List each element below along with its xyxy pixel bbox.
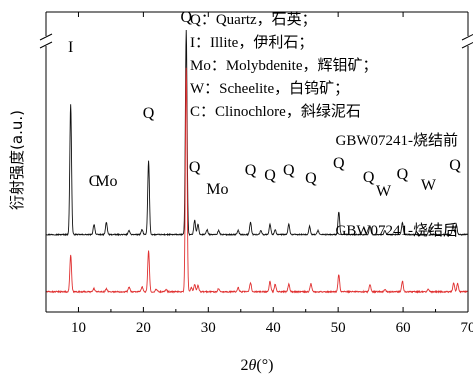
legend-entry-mo: Mo：Molybdenite，辉钼矿； [190,57,378,74]
peak-label: W [376,183,392,200]
series-label-after-sintering: GBW07241-烧结后 [336,222,459,239]
x-ticks: 10 20 30 40 50 60 70 [71,12,473,336]
legend-entry-i: I：Illite，伊利石； [190,34,313,51]
x-tick-label: 20 [136,320,151,336]
plot-frame [39,11,473,313]
peak-label: Mo [206,181,228,198]
x-axis-label: 2θ(°) [241,357,274,374]
peak-label: Mo [95,173,117,190]
series-labels: GBW07241-烧结前 GBW07241-烧结后 [336,132,459,239]
peak-label: Q [189,159,201,176]
peak-label: Q [143,105,155,122]
series-label-before-sintering: GBW07241-烧结前 [336,132,459,149]
peak-label: Q [363,169,375,186]
y-axis-label: 衍射强度(a.u.) [8,110,26,210]
series-line-before-sintering [46,29,468,237]
peak-label: Q [245,162,257,179]
legend: Q：Quartz，石英； I：Illite，伊利石； Mo：Molybdenite，… [190,10,378,120]
x-tick-label: 50 [331,320,346,336]
x-tick-label: 40 [266,320,281,336]
series-layer [46,29,468,294]
series-line-after-sintering [46,67,468,294]
peak-label: Q [333,155,345,172]
x-tick-label: 30 [201,320,216,336]
peak-label: Q [397,166,409,183]
peak-label: W [421,177,437,194]
peak-label: I [68,39,73,56]
peak-label: Q [305,170,317,187]
peak-label: C [89,173,100,190]
axis-break-right-icon [461,33,473,49]
peak-label: Q [449,157,461,174]
legend-entry-c: C：Clinochlore，斜绿泥石 [190,103,361,120]
x-tick-label: 70 [461,320,473,336]
peak-label: Q [283,162,295,179]
peak-label: Q [180,9,192,26]
peak-label: Q [264,167,276,184]
legend-entry-w: W：Scheelite，白钨矿； [190,80,349,97]
x-tick-label: 10 [71,320,86,336]
legend-entry-q: Q：Quartz，石英； [190,10,317,28]
axis-break-left-icon [39,33,53,49]
x-tick-label: 60 [396,320,411,336]
